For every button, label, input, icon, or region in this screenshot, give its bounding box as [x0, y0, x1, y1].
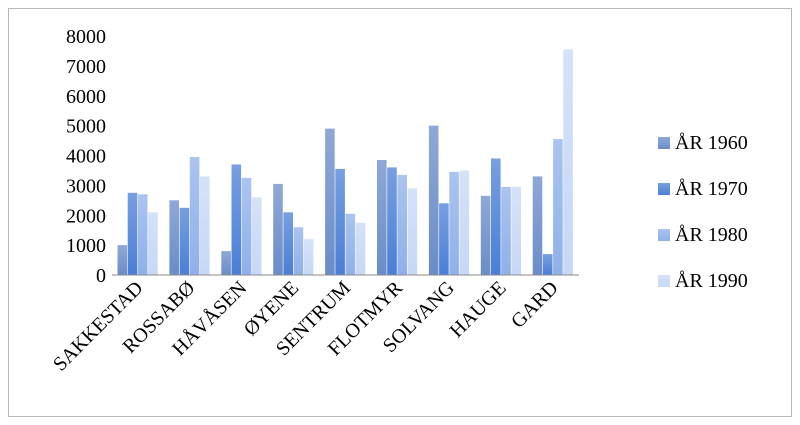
legend-label: ÅR 1970: [675, 178, 748, 200]
legend: ÅR 1960 ÅR 1970 ÅR 1980 ÅR 1990: [658, 132, 748, 292]
bar-sakkestad-4: [148, 212, 158, 275]
category-label: GARD: [507, 277, 563, 333]
bar-solvang-3: [449, 171, 459, 275]
bar-øyene-3: [293, 227, 304, 275]
bar-chart: 0 1000 2000 3000 4000 5000 6000 7000 8000 SAKKES…: [49, 26, 748, 376]
y-tick-label: 2000: [66, 205, 106, 227]
bar-sakkestad-3: [137, 194, 148, 275]
bar-rossabø-4: [200, 176, 210, 275]
y-tick-label: 4000: [66, 146, 106, 168]
bar-gard-1: [532, 176, 543, 275]
legend-label: ÅR 1980: [675, 224, 748, 246]
bar-sentrum-2: [335, 168, 345, 275]
bar-håvåsen-1: [221, 251, 231, 275]
bars: [117, 49, 573, 276]
bar-rossabø-1: [169, 200, 179, 275]
bar-flotmyr-2: [387, 167, 397, 275]
bar-hauge-2: [491, 158, 501, 275]
bar-gard-2: [542, 254, 553, 275]
y-tick-label: 1000: [66, 235, 106, 257]
category-label: SAKKESTAD: [49, 277, 147, 375]
bar-øyene-4: [303, 239, 314, 275]
y-tick-label: 6000: [66, 86, 106, 108]
bar-sentrum-1: [325, 128, 335, 275]
legend-swatch: [658, 275, 670, 287]
legend-swatch: [658, 183, 670, 195]
bar-rossabø-2: [179, 207, 190, 275]
bar-håvåsen-4: [251, 197, 262, 275]
bar-håvåsen-2: [231, 164, 242, 275]
y-tick-label: 8000: [66, 26, 106, 48]
chart-frame: 0 1000 2000 3000 4000 5000 6000 7000 8000 SAKKES…: [8, 8, 792, 417]
bar-sentrum-3: [345, 213, 356, 275]
y-tick-label: 7000: [66, 56, 106, 78]
bar-håvåsen-3: [241, 177, 252, 275]
legend-swatch: [658, 229, 670, 241]
bar-solvang-2: [439, 203, 449, 275]
y-tick-label: 5000: [66, 116, 106, 138]
bar-øyene-1: [273, 183, 283, 275]
bar-solvang-1: [428, 125, 439, 275]
bar-sentrum-4: [355, 222, 366, 275]
bar-gard-4: [563, 49, 573, 276]
x-axis-labels: SAKKESTADROSSABØHÅVÅSENØYENESENTRUMFLOTM…: [49, 277, 563, 376]
y-tick-label: 0: [96, 265, 106, 287]
bar-solvang-4: [459, 170, 470, 275]
bar-flotmyr-1: [377, 160, 387, 275]
bar-flotmyr-4: [407, 188, 418, 275]
legend-label: ÅR 1960: [675, 132, 748, 154]
bar-rossabø-3: [189, 157, 200, 275]
bar-hauge-4: [511, 186, 521, 275]
bar-øyene-2: [283, 212, 293, 275]
y-axis-ticks: 0 1000 2000 3000 4000 5000 6000 7000 8000: [66, 26, 106, 287]
y-tick-label: 3000: [66, 175, 106, 197]
bar-gard-3: [553, 139, 563, 275]
bar-hauge-3: [501, 186, 511, 275]
legend-label: ÅR 1990: [675, 270, 748, 292]
legend-swatch: [658, 137, 670, 149]
bar-sakkestad-2: [127, 192, 138, 275]
bar-sakkestad-1: [117, 245, 128, 275]
bar-flotmyr-3: [397, 174, 407, 275]
bar-hauge-1: [480, 195, 491, 275]
category-label: HAUGE: [446, 277, 511, 342]
